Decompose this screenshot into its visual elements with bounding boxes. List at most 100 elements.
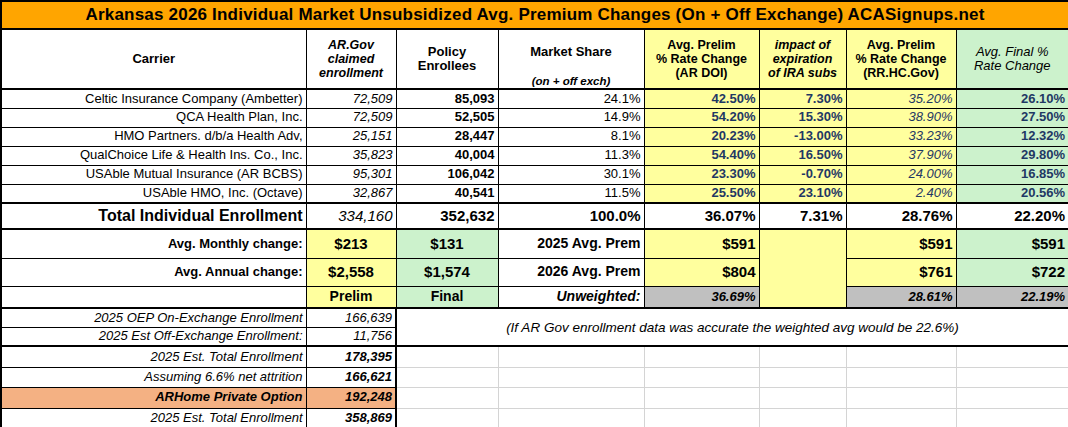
argov-enrollment-cell: 35,823 <box>306 146 396 165</box>
spreadsheet: Arkansas 2026 Individual Market Unsubsid… <box>0 0 1068 427</box>
avg-monthly-row: Avg. Monthly change: $213 $131 2025 Avg.… <box>1 229 1068 258</box>
unweighted-final: 22.19% <box>956 286 1068 308</box>
carrier-row: USAble HMO, Inc. (Octave) 32,867 40,541 … <box>1 184 1068 203</box>
detail-value: 166,621 <box>306 367 396 387</box>
annual-final-premium: $722 <box>956 258 1068 286</box>
monthly-change-label: Avg. Monthly change: <box>1 229 306 258</box>
ira-impact-cell: 23.10% <box>759 184 846 203</box>
market-share-cell: 11.5% <box>498 184 644 203</box>
ira-impact-cell: 16.50% <box>759 146 846 165</box>
carrier-row: QCA Health Plan, Inc. 72,509 52,505 14.9… <box>1 108 1068 127</box>
enrollment-detail-row: 2025 OEP On-Exchange Enrollment 166,639 … <box>1 308 1068 327</box>
column-header-ira-impact: impact of expiration of IRA subs <box>759 29 846 89</box>
total-final-rate: 22.20% <box>956 203 1068 229</box>
argov-enrollment-cell: 72,509 <box>306 89 396 108</box>
empty-cell <box>759 408 846 427</box>
final-rate-cell: 26.10% <box>956 89 1068 108</box>
final-tag: Final <box>396 286 498 308</box>
prelim-rrhc-cell: 2.40% <box>846 184 956 203</box>
total-share: 100.0% <box>498 203 644 229</box>
prelim-final-row: Prelim Final Unweighted: 36.69% 28.61% 2… <box>1 286 1068 308</box>
annual-policy-value: $1,574 <box>396 258 498 286</box>
empty-cell <box>956 346 1068 367</box>
prelim-doi-cell: 42.50% <box>644 89 759 108</box>
empty-cell <box>846 367 956 387</box>
carrier-name-cell: QCA Health Plan, Inc. <box>1 108 306 127</box>
policy-enrollees-cell: 40,541 <box>396 184 498 203</box>
empty-cell <box>396 346 498 367</box>
carrier-row: HMO Partners. d/b/a Health Adv, 25,151 2… <box>1 127 1068 146</box>
arhome-value: 192,248 <box>306 387 396 408</box>
prelim-rrhc-cell: 35.20% <box>846 89 956 108</box>
argov-enrollment-cell: 72,509 <box>306 108 396 127</box>
annual-doi-premium: $804 <box>644 258 759 286</box>
market-share-cell: 8.1% <box>498 127 644 146</box>
carrier-row: Celtic Insurance Company (Ambetter) 72,5… <box>1 89 1068 108</box>
empty-cell <box>644 346 759 367</box>
empty-cell <box>498 367 644 387</box>
empty-cell <box>396 387 498 408</box>
prelim-doi-cell: 23.30% <box>644 165 759 184</box>
prelim-rrhc-cell: 24.00% <box>846 165 956 184</box>
annual-change-label: Avg. Annual change: <box>1 258 306 286</box>
column-header-prelim-rrhc: Avg. Prelim % Rate Change (RR.HC.Gov) <box>846 29 956 89</box>
avg-annual-row: Avg. Annual change: $2,558 $1,574 2026 A… <box>1 258 1068 286</box>
enrollment-detail-row: 2025 Est. Total Enrollment 358,869 <box>1 408 1068 427</box>
page-title: Arkansas 2026 Individual Market Unsubsid… <box>1 1 1068 29</box>
prelim-rrhc-cell: 37.90% <box>846 146 956 165</box>
empty-label-cell <box>1 286 306 308</box>
argov-enrollment-cell: 95,301 <box>306 165 396 184</box>
carrier-name-cell: Celtic Insurance Company (Ambetter) <box>1 89 306 108</box>
policy-enrollees-cell: 40,004 <box>396 146 498 165</box>
final-rate-cell: 29.80% <box>956 146 1068 165</box>
total-prelim-doi: 36.07% <box>644 203 759 229</box>
detail-label: 2025 Est. Total Enrollment <box>1 408 306 427</box>
policy-enrollees-cell: 28,447 <box>396 127 498 146</box>
total-row: Total Individual Enrollment 334,160 352,… <box>1 203 1068 229</box>
carrier-name-cell: QualChoice Life & Health Ins. Co., Inc. <box>1 146 306 165</box>
market-share-cell: 24.1% <box>498 89 644 108</box>
empty-cell <box>498 346 644 367</box>
enrollment-detail-row: Assuming 6.6% net attrition 166,621 <box>1 367 1068 387</box>
monthly-argov-value: $213 <box>306 229 396 258</box>
enrollment-detail-row: 2025 Est. Total Enrollment 178,395 <box>1 346 1068 367</box>
prelim-doi-cell: 25.50% <box>644 184 759 203</box>
final-rate-cell: 12.32% <box>956 127 1068 146</box>
total-argov: 334,160 <box>306 203 396 229</box>
market-share-cell: 11.3% <box>498 146 644 165</box>
final-rate-cell: 16.85% <box>956 165 1068 184</box>
empty-cell <box>498 408 644 427</box>
empty-cell <box>498 387 644 408</box>
empty-cell <box>956 387 1068 408</box>
detail-label: 2025 Est. Total Enrollment <box>1 346 306 367</box>
annual-argov-value: $2,558 <box>306 258 396 286</box>
detail-value: 178,395 <box>306 346 396 367</box>
column-header-policy-enrollees: Policy Enrollees <box>396 29 498 89</box>
total-policy: 352,632 <box>396 203 498 229</box>
detail-label: Assuming 6.6% net attrition <box>1 367 306 387</box>
market-share-label: Market Share <box>530 44 612 59</box>
ira-impact-cell: -0.70% <box>759 165 846 184</box>
unweighted-rrhc: 28.61% <box>846 286 956 308</box>
avg-prem-2025-label: 2025 Avg. Prem <box>498 229 644 258</box>
avg-prem-2026-label: 2026 Avg. Prem <box>498 258 644 286</box>
argov-enrollment-cell: 25,151 <box>306 127 396 146</box>
total-label: Total Individual Enrollment <box>1 203 306 229</box>
total-prelim-rrhc: 28.76% <box>846 203 956 229</box>
unweighted-doi: 36.69% <box>644 286 759 308</box>
empty-cell <box>956 367 1068 387</box>
premium-change-table: Arkansas 2026 Individual Market Unsubsid… <box>0 0 1068 427</box>
empty-cell <box>759 367 846 387</box>
empty-cell <box>396 367 498 387</box>
argov-enrollment-cell: 32,867 <box>306 184 396 203</box>
final-rate-cell: 27.50% <box>956 108 1068 127</box>
header-row: Carrier AR.Gov claimed enrollment Policy… <box>1 29 1068 89</box>
prelim-rrhc-cell: 33.23% <box>846 127 956 146</box>
carrier-name-cell: HMO Partners. d/b/a Health Adv, <box>1 127 306 146</box>
arhome-row: ARHome Private Option 192,248 <box>1 387 1068 408</box>
market-share-cell: 30.1% <box>498 165 644 184</box>
weighted-avg-note: (If AR Gov enrollment data was accurate … <box>396 308 1068 346</box>
column-header-prelim-doi: Avg. Prelim % Rate Change (AR DOI) <box>644 29 759 89</box>
empty-cell <box>759 346 846 367</box>
column-header-argov-enrollment: AR.Gov claimed enrollment <box>306 29 396 89</box>
